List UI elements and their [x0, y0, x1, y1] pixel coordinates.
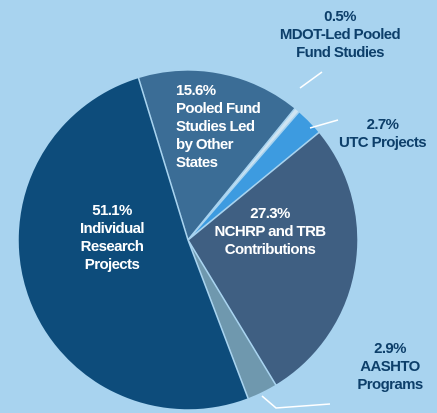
- slice-label: 27.3% NCHRP and TRB Contributions: [195, 205, 345, 259]
- leader-line: [309, 119, 339, 129]
- slice-percent: 0.5%: [324, 8, 356, 25]
- slice-percent: 2.9%: [374, 340, 406, 357]
- slice-name: NCHRP and TRB Contributions: [214, 223, 326, 258]
- slice-percent: 51.1%: [92, 202, 132, 219]
- slice-label: 15.6% Pooled Fund Studies Led by Other St…: [176, 82, 266, 172]
- slice-label: 51.1% Individual Research Projects: [62, 202, 162, 274]
- slice-name: Pooled Fund Studies Led by Other States: [176, 100, 261, 171]
- slice-percent: 2.7%: [366, 116, 399, 133]
- slice-percent: 27.3%: [250, 205, 290, 222]
- slice-name: AASHTO Programs: [357, 358, 423, 393]
- slice-label: 2.9% AASHTO Programs: [345, 340, 435, 394]
- slice-name: UTC Projects: [339, 134, 427, 151]
- pie-slice: [137, 69, 297, 242]
- pie-slice: [17, 76, 250, 411]
- slice-label: 2.7% UTC Projects: [335, 116, 430, 152]
- pie-slice: [187, 131, 359, 387]
- slice-name: MDOT-Led Pooled Fund Studies: [279, 26, 401, 61]
- slice-percent: 15.6%: [176, 82, 216, 99]
- slice-label: 0.5% MDOT-Led Pooled Fund Studies: [270, 8, 410, 62]
- leader-line: [299, 71, 323, 89]
- slice-name: Individual Research Projects: [79, 220, 145, 273]
- leader-line: [261, 395, 331, 409]
